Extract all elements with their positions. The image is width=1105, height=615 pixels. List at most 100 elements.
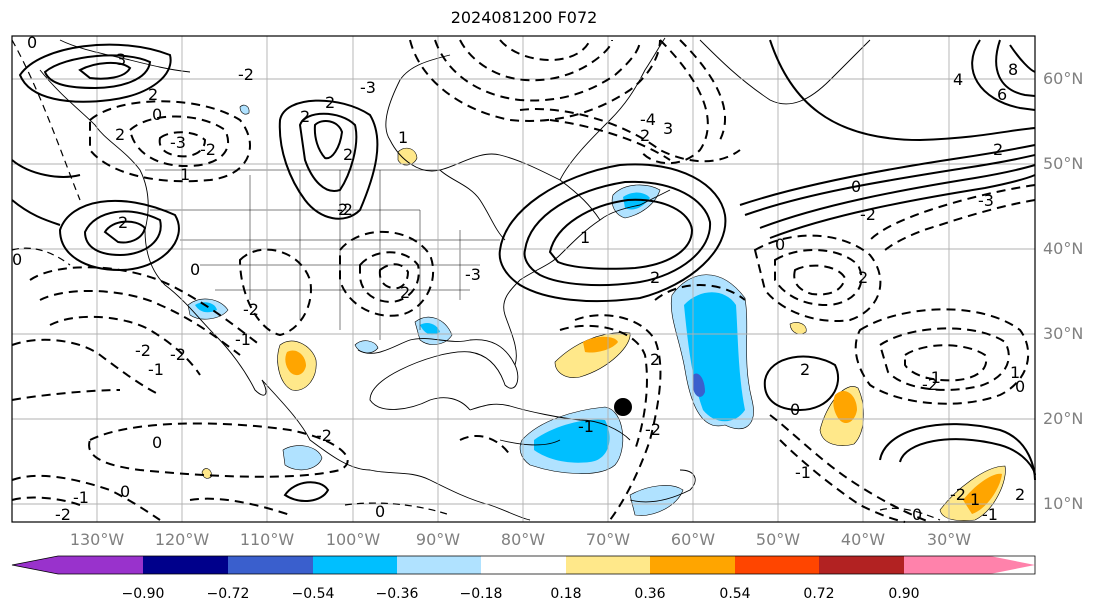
colorbar-tick-label: 0.72 <box>803 586 834 602</box>
map-panel: 3 2 0 2 2 2 2 2 0 -3 -2 -2 1 2 3 2 2 0 -… <box>11 33 1036 524</box>
contour-label: 0 <box>190 260 200 279</box>
lon-label: 100°W <box>326 530 381 549</box>
contour-label: -2 <box>337 200 353 219</box>
shaded-fields <box>187 104 1006 521</box>
contour-label: -2 <box>316 426 332 445</box>
colorbar-segment <box>650 556 735 574</box>
colorbar-tick-label: 0.54 <box>719 586 750 602</box>
state-borders <box>145 169 500 340</box>
contour-label: 6 <box>997 85 1007 104</box>
contour-label: 2 <box>325 93 335 112</box>
colorbar-extend-max <box>990 556 1035 574</box>
contour-label: -1 <box>148 360 164 379</box>
contour-label: -1 <box>73 488 89 507</box>
colorbar-tick-label: −0.54 <box>292 586 335 602</box>
negative-contours <box>11 39 1036 523</box>
contour-label: 1 <box>398 128 408 147</box>
plot-title: 2024081200 F072 <box>450 8 598 27</box>
contour-label: 8 <box>1008 60 1018 79</box>
colorbar-segment <box>228 556 313 574</box>
contour-label: -2 <box>645 420 661 439</box>
storm-center-marker <box>614 398 632 416</box>
contour-label: 0 <box>152 433 162 452</box>
colorbar-segment <box>566 556 650 574</box>
contour-label: -2 <box>238 65 254 84</box>
colorbar-segment <box>904 556 990 574</box>
colorbar-ticks: −0.90 −0.72 −0.54 −0.36 −0.18 0.18 0.36 … <box>122 586 920 602</box>
contour-label: -1 <box>982 505 998 524</box>
lon-label: 30°W <box>927 530 971 549</box>
contour-label: -3 <box>465 265 481 284</box>
contour-label: -2 <box>55 505 71 524</box>
contour-label: 1 <box>970 490 980 509</box>
colorbar-tick-label: −0.36 <box>376 586 419 602</box>
contour-label: -1 <box>795 463 811 482</box>
lat-label: 10°N <box>1043 494 1083 513</box>
contour-label: 0 <box>27 33 37 52</box>
contour-label: 3 <box>663 119 673 138</box>
lon-label: 40°W <box>841 530 885 549</box>
contour-label: 2 <box>650 268 660 287</box>
colorbar-tick-label: 0.18 <box>550 586 581 602</box>
lon-label: 60°W <box>671 530 715 549</box>
contour-label: 2 <box>800 360 810 379</box>
colorbar-tick-label: −0.72 <box>207 586 250 602</box>
lon-label: 80°W <box>501 530 545 549</box>
contour-label: -2 <box>860 205 876 224</box>
colorbar-segment <box>481 556 566 574</box>
contour-label: -1 <box>925 368 941 387</box>
lat-label: 50°N <box>1043 154 1083 173</box>
colorbar-tick-label: 0.36 <box>634 586 665 602</box>
lon-label: 130°W <box>70 530 125 549</box>
contour-label: 3 <box>116 50 126 69</box>
contour-label: -2 <box>170 345 186 364</box>
lat-label: 20°N <box>1043 409 1083 428</box>
lat-label: 30°N <box>1043 324 1083 343</box>
contour-label: 2 <box>343 145 353 164</box>
contour-label: -1 <box>235 330 251 349</box>
contour-label: 0 <box>775 235 785 254</box>
contour-labels: 3 2 0 2 2 2 2 2 0 -3 -2 -2 1 2 3 2 2 0 -… <box>12 33 1025 524</box>
contour-label: 2 <box>400 283 410 302</box>
contour-label: 4 <box>953 70 963 89</box>
lat-label: 40°N <box>1043 239 1083 258</box>
contour-label: 0 <box>851 177 861 196</box>
contour-label: 2 <box>993 140 1003 159</box>
contour-label: 0 <box>1015 377 1025 396</box>
colorbar-segment <box>735 556 819 574</box>
contour-label: 0 <box>152 105 162 124</box>
contour-label: -3 <box>978 191 994 210</box>
latitude-labels: 60°N 50°N 40°N 30°N 20°N 10°N <box>1043 69 1083 513</box>
contour-label: -2 <box>922 375 938 394</box>
positive-contours <box>11 39 1036 502</box>
longitude-labels: 130°W 120°W 110°W 100°W 90°W 80°W 70°W 6… <box>70 530 971 549</box>
contour-label: 1 <box>180 165 190 184</box>
colorbar-tick-label: 0.90 <box>888 586 919 602</box>
colorbar-segment <box>313 556 397 574</box>
contour-label: 0 <box>375 502 385 521</box>
contour-label: 2 <box>640 126 650 145</box>
contour-label: 2 <box>858 268 868 287</box>
map-frame <box>11 35 1036 523</box>
colorbar-outline <box>11 555 1036 575</box>
lon-label: 50°W <box>756 530 800 549</box>
colorbar-segment <box>397 556 481 574</box>
colorbar-segment <box>143 556 228 574</box>
gridlines <box>12 36 1035 522</box>
contour-label: -4 <box>640 110 656 129</box>
contour-label: 1 <box>580 228 590 247</box>
contour-label: -2 <box>200 140 216 159</box>
colorbar-tick-label: −0.90 <box>122 586 165 602</box>
contour-label: 2 <box>650 350 660 369</box>
contour-label: 2 <box>1015 485 1025 504</box>
contour-label: -2 <box>135 341 151 360</box>
lat-label: 60°N <box>1043 69 1083 88</box>
contour-label: 2 <box>115 125 125 144</box>
contour-label: 1 <box>1010 363 1020 382</box>
colorbar-segment <box>819 556 904 574</box>
contour-label: 0 <box>912 505 922 524</box>
lon-label: 70°W <box>586 530 630 549</box>
contour-label: 0 <box>12 250 22 269</box>
contour-label: -2 <box>950 485 966 504</box>
